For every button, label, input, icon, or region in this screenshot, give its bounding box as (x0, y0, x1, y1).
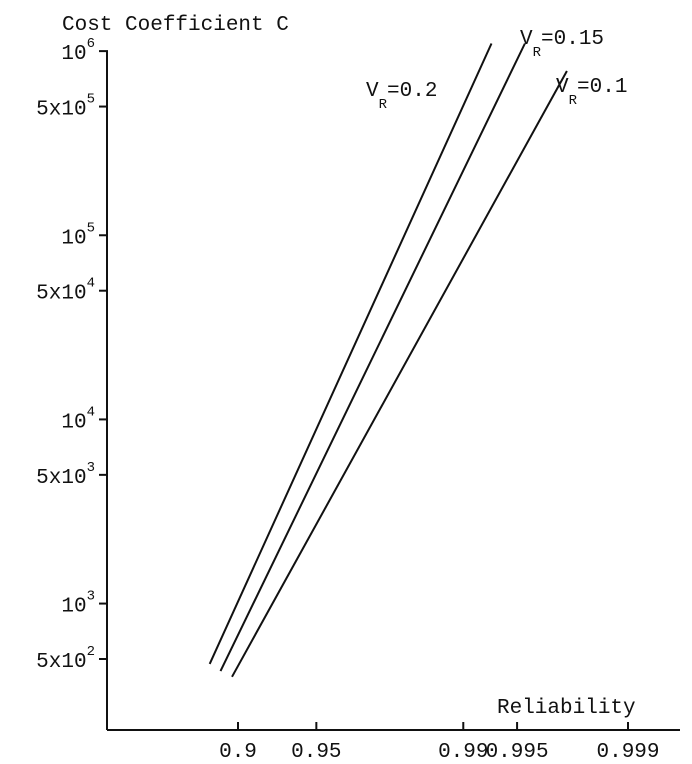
series-label-0-1: VR=0.1 (556, 76, 627, 109)
x-axis-title: Reliability (497, 697, 636, 720)
series-label-0-15: VR=0.15 (520, 28, 604, 61)
y-ticks: 5x102 103 5x103 104 5x104 105 5x105 106 (36, 36, 108, 674)
x-ticks: 0.9 0.95 0.990.995 0.999 (219, 722, 660, 764)
y-tick-label: 103 (61, 589, 95, 619)
y-tick-label: 105 (61, 220, 95, 250)
y-tick-label: 5x102 (36, 644, 95, 674)
x-tick-label: 0.995 (486, 741, 549, 764)
x-axis: Reliability (107, 697, 680, 731)
series-label-0-2: VR=0.2 (366, 80, 437, 113)
x-tick-label: 0.95 (291, 741, 341, 764)
y-axis: Cost Coefficient C (62, 14, 289, 730)
y-axis-title: Cost Coefficient C (62, 14, 289, 37)
series-labels: VR=0.2 VR=0.15 VR=0.1 (366, 28, 627, 113)
series-line-0-1 (231, 70, 568, 678)
y-tick-label: 104 (61, 404, 95, 434)
y-tick-label: 5x103 (36, 460, 95, 490)
x-tick-label: 0.9 (219, 741, 257, 764)
series-line-0-2 (208, 43, 493, 665)
y-tick-label: 5x104 (36, 276, 95, 306)
y-tick-label: 5x105 (36, 92, 95, 122)
x-tick-label: 0.99 (438, 741, 488, 764)
x-tick-label: 0.999 (596, 741, 659, 764)
y-tick-label: 106 (61, 36, 95, 66)
series-lines (208, 43, 568, 678)
series-line-0-15 (219, 43, 526, 672)
